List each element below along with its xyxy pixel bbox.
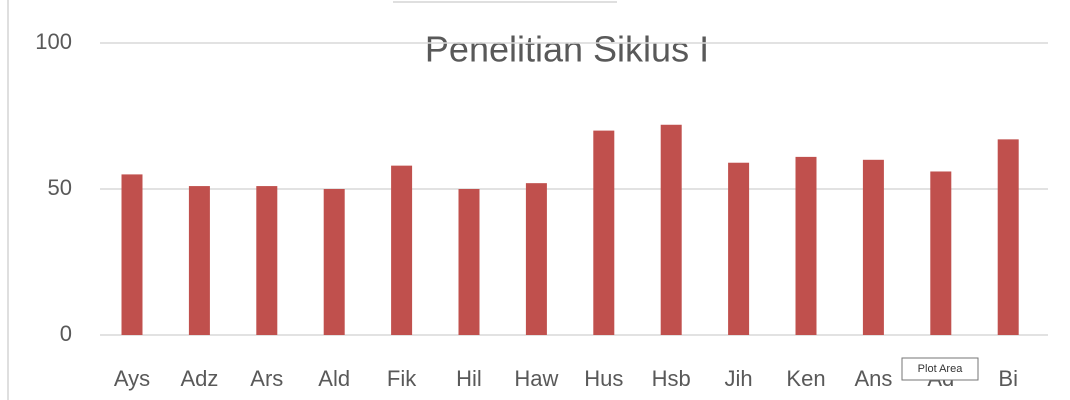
tooltip-box [901, 357, 979, 381]
bar [525, 183, 547, 335]
chart-title: Penelitian Siklus I [425, 29, 709, 70]
x-tick-label: Hus [584, 366, 623, 391]
bar [795, 156, 817, 335]
x-tick-label: Ars [250, 366, 283, 391]
bar [256, 186, 278, 335]
bar [593, 130, 615, 335]
x-tick-label: Ays [114, 366, 150, 391]
bar [997, 139, 1019, 335]
x-tick-label: Ald [318, 366, 350, 391]
bar [188, 186, 210, 335]
x-tick-label: Bi [998, 366, 1018, 391]
bar [660, 124, 682, 335]
bar [862, 159, 884, 335]
y-tick-label: 0 [60, 321, 72, 346]
bar [930, 171, 952, 335]
tooltip: Plot Area [918, 363, 964, 375]
x-tick-label: Ken [786, 366, 825, 391]
bar [458, 189, 480, 335]
bar [121, 174, 143, 335]
y-tick-label: 100 [35, 29, 72, 54]
x-tick-label: Adz [180, 366, 218, 391]
x-tick-label: Hil [456, 366, 482, 391]
x-tick-label: Fik [387, 366, 417, 391]
bar [391, 165, 413, 335]
bar [728, 162, 750, 335]
x-tick-label: Haw [514, 366, 558, 391]
x-tick-label: Hsb [652, 366, 691, 391]
bar [323, 189, 345, 335]
x-tick-label: Jih [725, 366, 753, 391]
x-tick-label: Ans [854, 366, 892, 391]
y-tick-label: 50 [48, 175, 72, 200]
